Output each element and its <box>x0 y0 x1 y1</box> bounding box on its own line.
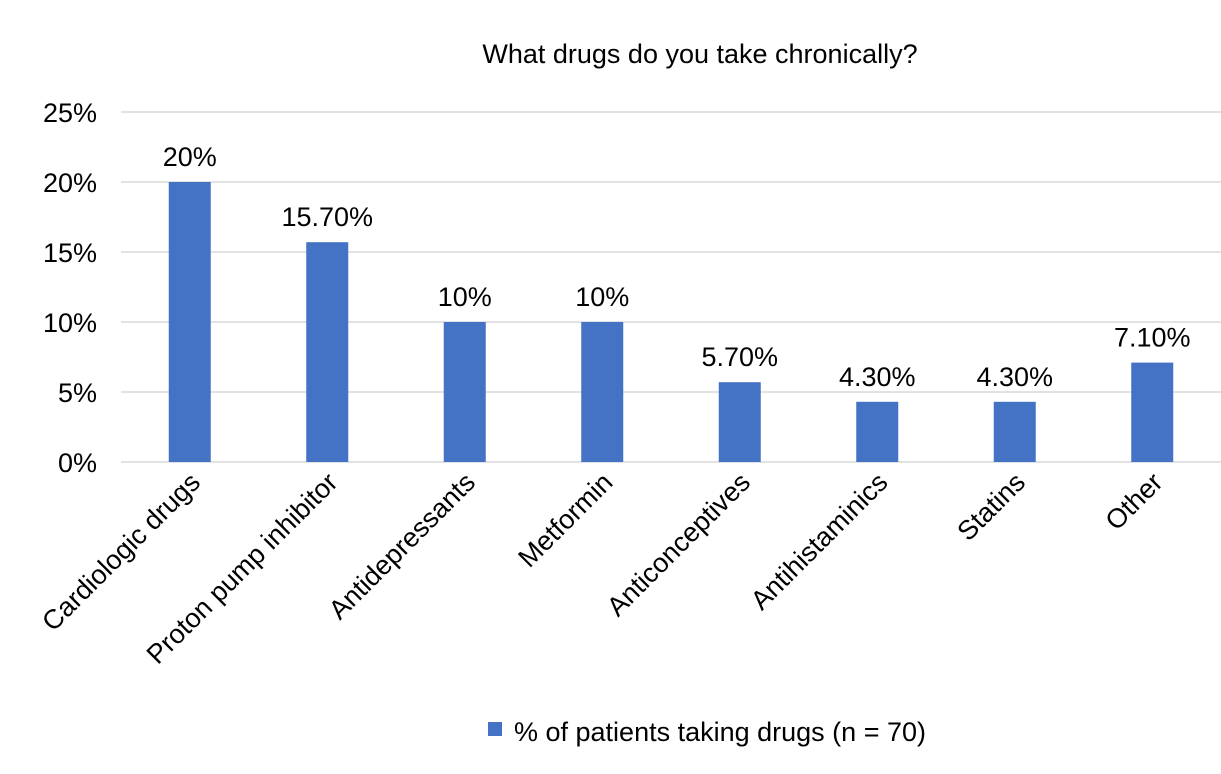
bar <box>306 242 349 462</box>
data-label: 15.70% <box>281 202 373 232</box>
legend: % of patients taking drugs (n = 70) <box>488 717 926 747</box>
y-tick-label: 20% <box>43 168 97 198</box>
y-tick-label: 5% <box>58 378 97 408</box>
bar <box>443 322 486 462</box>
x-category-label: Anticonceptives <box>601 467 756 622</box>
x-category-label: Other <box>1100 467 1169 536</box>
x-category-label: Metformin <box>512 467 618 573</box>
bar <box>718 382 761 462</box>
bar <box>856 401 899 462</box>
y-tick-label: 25% <box>43 98 97 128</box>
bar <box>581 322 624 462</box>
legend-label: % of patients taking drugs (n = 70) <box>514 717 926 747</box>
gridlines <box>121 111 1221 463</box>
y-axis-ticks: 0% 5% 10% 15% 20% 25% <box>43 98 97 478</box>
y-tick-label: 10% <box>43 308 97 338</box>
data-label: 20% <box>163 142 217 172</box>
data-label: 5.70% <box>701 342 778 372</box>
bar <box>168 182 211 462</box>
x-category-label: Antihistaminics <box>745 467 894 616</box>
data-labels: 20% 15.70% 10% 10% 5.70% 4.30% 4.30% 7.10% <box>163 142 1191 392</box>
data-label: 7.10% <box>1114 323 1191 353</box>
data-label: 10% <box>438 282 492 312</box>
data-label: 4.30% <box>839 362 916 392</box>
y-tick-label: 15% <box>43 238 97 268</box>
x-category-label: Antidepressants <box>323 467 481 625</box>
bar <box>1131 362 1174 462</box>
x-category-label: Statins <box>951 467 1031 547</box>
chart-title: What drugs do you take chronically? <box>482 39 917 69</box>
bars <box>168 182 1174 462</box>
legend-swatch <box>488 722 502 736</box>
y-tick-label: 0% <box>58 448 97 478</box>
data-label: 10% <box>575 282 629 312</box>
data-label: 4.30% <box>976 362 1053 392</box>
bar <box>993 401 1036 462</box>
